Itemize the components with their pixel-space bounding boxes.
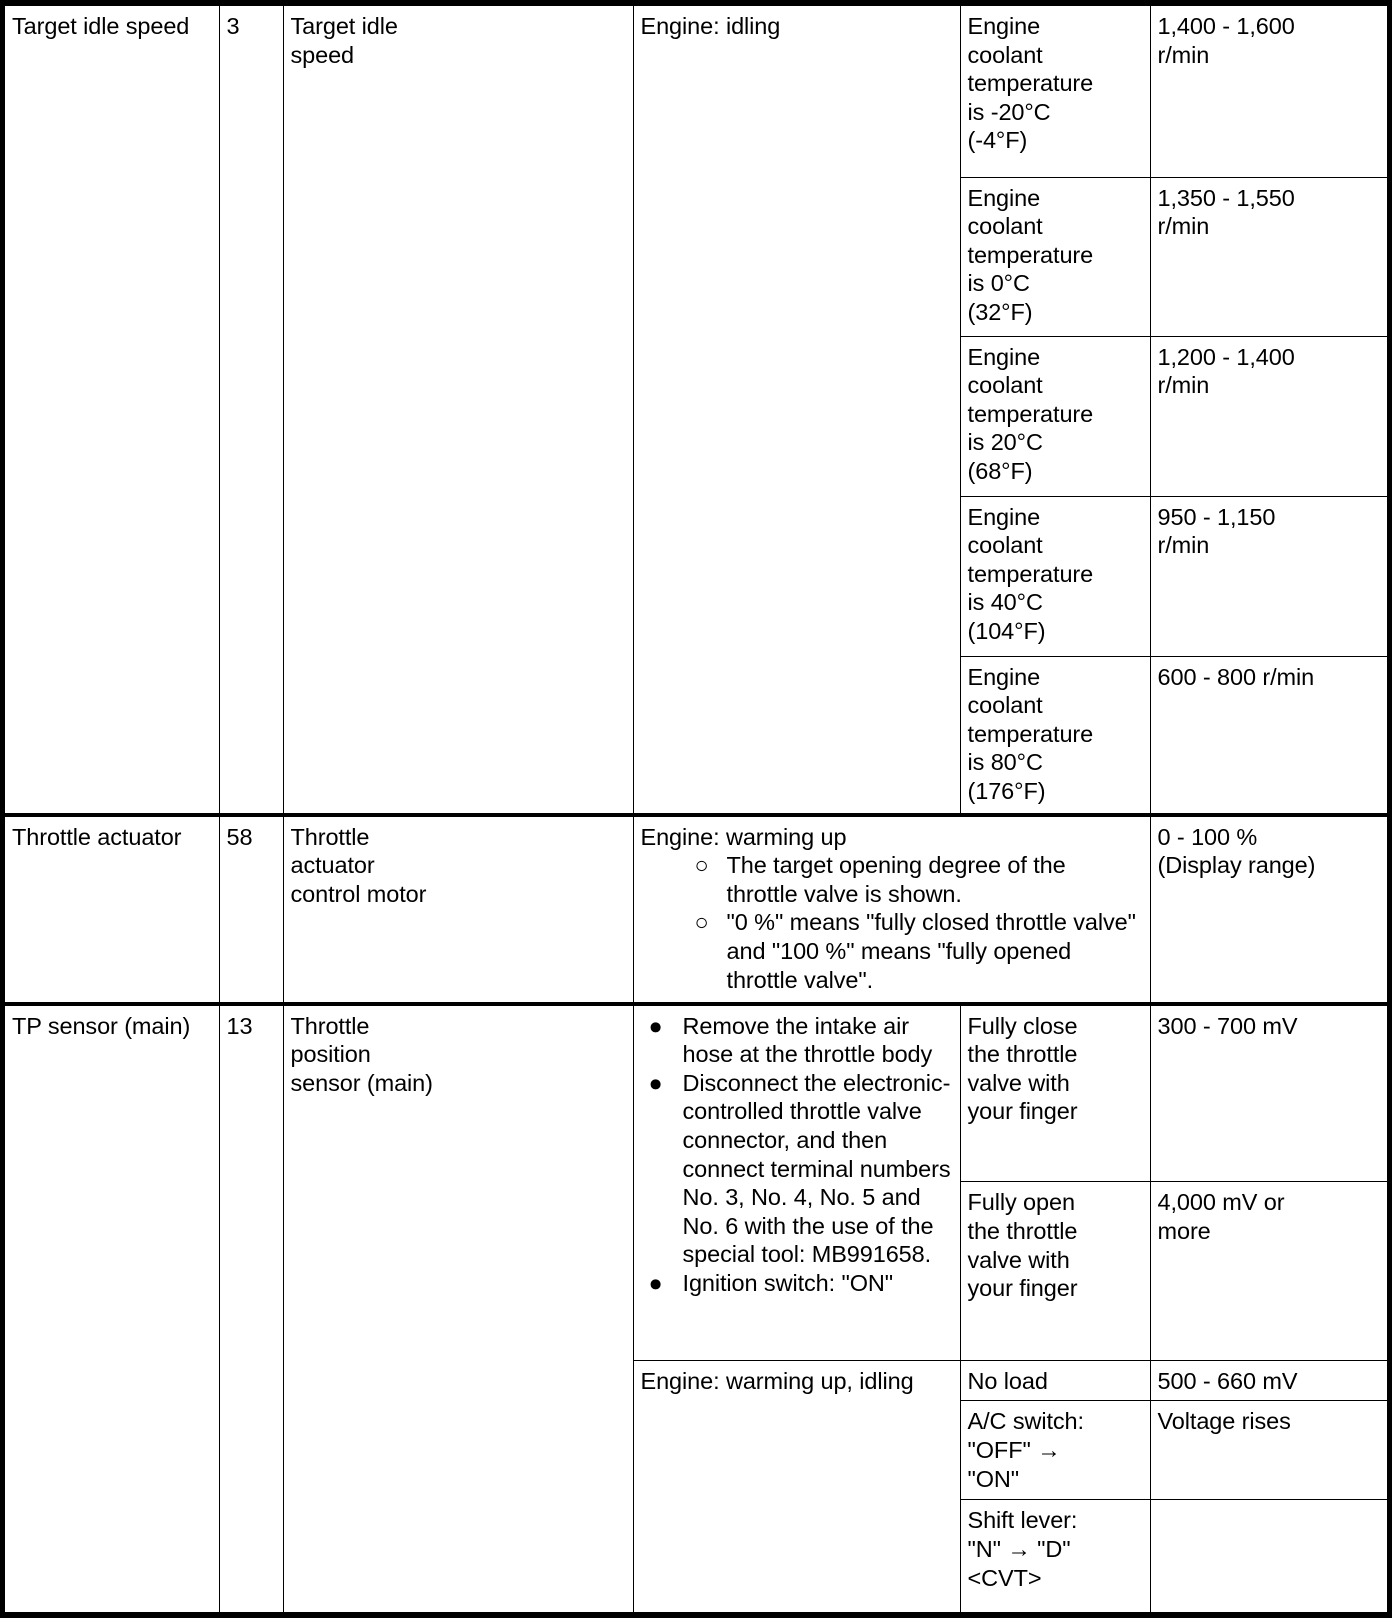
table-row: Shift lever: "N" → "D" <CVT> [5, 1499, 1388, 1612]
cell-state: Engine coolant temperature is 80°C (176°… [959, 655, 1151, 817]
table-row: TP sensor (main) 13 Throttle position se… [5, 1001, 1388, 1612]
cell-state: Fully close the throttle valve with your… [959, 1001, 1151, 1183]
filled-bullet-icon: ● [648, 1069, 663, 1096]
cell-item-name: TP sensor (main) [5, 1001, 220, 1612]
cell-spec: 0 - 100 % (Display range) [1149, 812, 1388, 1006]
cell-item-full-name: Throttle actuator control motor [282, 812, 634, 1006]
cell-item-full-name: Throttle position sensor (main) [282, 1001, 634, 1612]
list-item: ○ "0 %" means "fully closed throttle val… [694, 909, 1136, 993]
cell-spec: 950 - 1,150 r/min [1149, 495, 1388, 657]
condition-bullet-list: ● Remove the intake air hose at the thro… [641, 1012, 953, 1298]
table-row: Engine coolant temperature is 80°C (176°… [5, 655, 1388, 817]
cell-condition-secondary: Engine: warming up, idling [632, 1359, 961, 1612]
filled-bullet-icon: ● [648, 1269, 663, 1296]
table-row: Engine coolant temperature is 20°C (68°F… [5, 335, 1388, 497]
cell-state: No load [959, 1359, 1151, 1402]
cell-item-number: 3 [218, 6, 284, 816]
cell-item-full-name: Target idle speed [282, 6, 634, 816]
cell-state: Shift lever: "N" → "D" <CVT> [959, 1499, 1151, 1612]
cell-spec: 300 - 700 mV [1149, 1001, 1388, 1183]
filled-bullet-icon: ● [648, 1012, 663, 1039]
cell-spec [1149, 1499, 1388, 1612]
list-item: ● Ignition switch: "ON" [648, 1269, 894, 1296]
list-item: ● Disconnect the electronic-controlled t… [648, 1069, 951, 1268]
condition-lead: Engine: warming up [640, 823, 847, 850]
cell-state: Engine coolant temperature is 20°C (68°F… [959, 335, 1151, 497]
cell-condition: ● Remove the intake air hose at the thro… [632, 1001, 961, 1361]
cell-spec: 1,400 - 1,600 r/min [1149, 6, 1388, 178]
table-row: Target idle speed 3 Target idle speed En… [5, 6, 1388, 816]
cell-item-number: 13 [218, 1001, 284, 1612]
table-row: Engine: warming up, idling No load 500 -… [5, 1359, 1388, 1612]
cell-item-name: Throttle actuator [5, 812, 220, 1006]
cell-state: Engine coolant temperature is -20°C (-4°… [959, 6, 1151, 178]
cell-spec: 1,200 - 1,400 r/min [1149, 335, 1388, 497]
cell-condition: Engine: warming up ○ The target opening … [632, 812, 1151, 1006]
diagnostic-spec-table: Target idle speed 3 Target idle speed En… [5, 6, 1388, 1612]
table-row: Engine coolant temperature is 40°C (104°… [5, 495, 1388, 657]
table-row: A/C switch: "OFF" → "ON" Voltage rises [5, 1400, 1388, 1501]
cell-state: Fully open the throttle valve with your … [959, 1181, 1151, 1361]
hollow-bullet-icon: ○ [694, 852, 709, 879]
cell-item-number: 58 [218, 812, 284, 1006]
cell-spec: 1,350 - 1,550 r/min [1149, 176, 1388, 337]
condition-bullet-list: ○ The target opening degree of the throt… [687, 851, 1143, 994]
cell-spec: 600 - 800 r/min [1149, 655, 1388, 817]
cell-item-name: Target idle speed [5, 6, 220, 816]
list-item: ● Remove the intake air hose at the thro… [648, 1012, 933, 1068]
list-item: ○ The target opening degree of the throt… [694, 852, 1066, 907]
cell-spec: 4,000 mV or more [1149, 1181, 1388, 1361]
cell-spec: 500 - 660 mV [1149, 1359, 1388, 1402]
cell-state: Engine coolant temperature is 40°C (104°… [959, 495, 1151, 657]
cell-state: A/C switch: "OFF" → "ON" [959, 1400, 1151, 1501]
table-row: Engine coolant temperature is 0°C (32°F)… [5, 176, 1388, 337]
table-row: Throttle actuator 58 Throttle actuator c… [5, 812, 1388, 1006]
cell-condition: Engine: idling [632, 6, 961, 816]
hollow-bullet-icon: ○ [694, 909, 709, 936]
table-row: Fully open the throttle valve with your … [5, 1181, 1388, 1361]
cell-state: Engine coolant temperature is 0°C (32°F) [959, 176, 1151, 337]
cell-spec: Voltage rises [1149, 1400, 1388, 1501]
